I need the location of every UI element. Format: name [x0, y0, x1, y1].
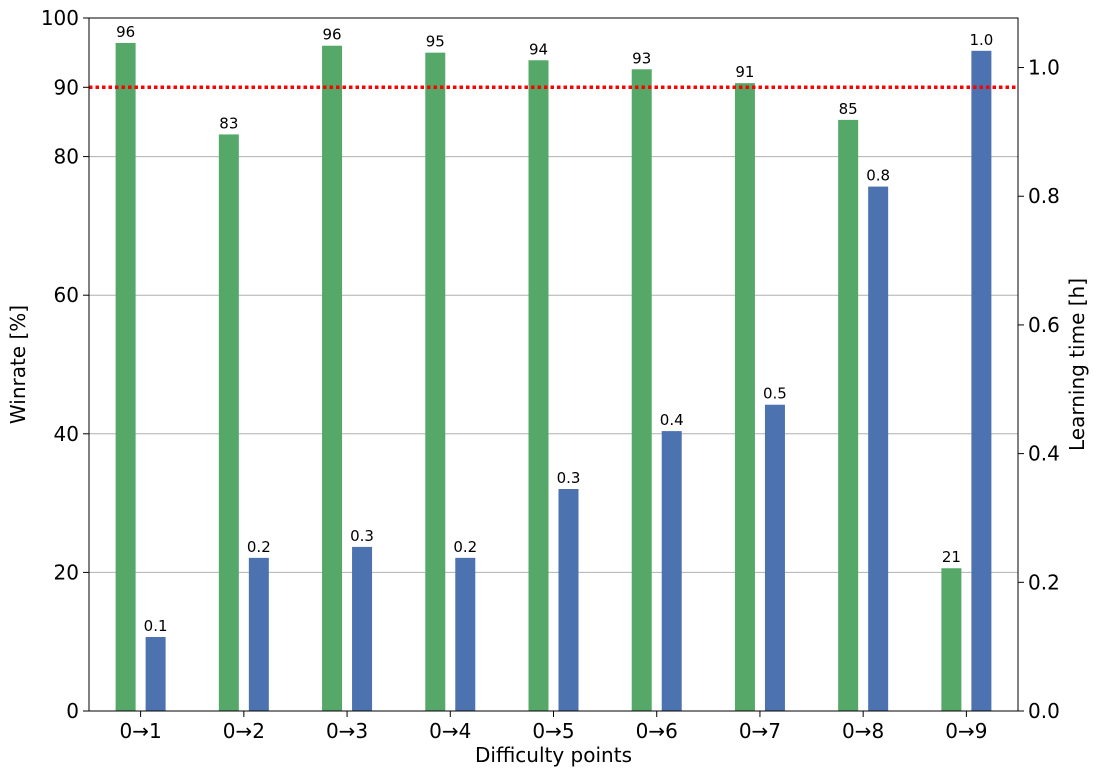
winrate-value-label: 85: [839, 100, 858, 118]
x-tick-label: 0→7: [739, 719, 781, 743]
learning-time-value-label: 0.3: [557, 469, 581, 487]
winrate-value-label: 91: [735, 63, 754, 81]
axes: 0 20 40 60 80 90 100 0.0 0.2 0.4 0.6 0.8 1.0 0→1 0→2 0→…: [41, 6, 1060, 743]
winrate-value-label: 94: [529, 40, 548, 58]
x-tick-label: 0→5: [532, 719, 574, 743]
winrate-bar: [631, 69, 652, 712]
left-y-tick-label: 80: [54, 145, 79, 169]
learning-time-value-label: 0.5: [763, 385, 787, 403]
x-tick-label: 0→8: [842, 719, 884, 743]
left-y-tick-label: 90: [54, 75, 79, 99]
x-tick-label: 0→9: [945, 719, 987, 743]
x-tick-label: 0→6: [636, 719, 678, 743]
learning-time-bar: [971, 50, 992, 711]
winrate-bar: [838, 119, 859, 712]
right-y-tick-label: 0.2: [1028, 570, 1060, 594]
winrate-bar: [218, 134, 239, 711]
winrate-bar: [322, 45, 343, 712]
x-tick-label: 0→4: [429, 719, 471, 743]
winrate-value-label: 96: [323, 26, 342, 44]
winrate-value-label: 95: [426, 33, 445, 51]
bar-value-labels: 96 0.1 83 0.2 96 0.3 95 0.2 94 0.3 93 0.4 91 0.5 85 0.8…: [116, 23, 993, 635]
learning-time-value-label: 0.4: [660, 411, 684, 429]
learning-time-value-label: 0.8: [866, 167, 890, 185]
right-y-tick-label: 0.8: [1028, 184, 1060, 208]
x-tick-label: 0→1: [120, 719, 162, 743]
right-y-axis-title: Learning time [h]: [1065, 278, 1089, 451]
left-y-tick-label: 60: [54, 283, 79, 307]
winrate-value-label: 21: [942, 548, 961, 566]
learning-time-value-label: 0.2: [247, 538, 271, 556]
winrate-value-label: 83: [219, 114, 238, 132]
learning-time-value-label: 0.3: [350, 527, 374, 545]
winrate-bar: [941, 568, 962, 711]
winrate-bar: [115, 42, 136, 711]
learning-time-bar: [248, 557, 269, 711]
left-y-tick-label: 40: [54, 422, 79, 446]
left-y-tick-label: 100: [41, 6, 79, 30]
right-y-tick-label: 0.0: [1028, 699, 1060, 723]
left-y-axis-title: Winrate [%]: [6, 305, 30, 424]
winrate-value-label: 93: [632, 49, 651, 67]
left-y-tick-label: 0: [66, 699, 79, 723]
grid-lines: [89, 156, 1018, 573]
learning-time-bar: [455, 557, 476, 711]
learning-time-value-label: 0.2: [453, 538, 477, 556]
right-y-tick-label: 0.6: [1028, 313, 1060, 337]
winrate-bar: [425, 52, 446, 711]
x-tick-label: 0→3: [326, 719, 368, 743]
x-axis-title: Difficulty points: [475, 743, 632, 767]
learning-time-bar: [145, 637, 166, 711]
learning-time-bar: [558, 489, 579, 711]
x-tick-label: 0→2: [223, 719, 265, 743]
left-y-tick-label: 20: [54, 560, 79, 584]
winrate-bar: [734, 83, 755, 712]
winrate-value-label: 96: [116, 23, 135, 41]
winrate-bar: [528, 60, 549, 711]
right-y-tick-label: 0.4: [1028, 442, 1060, 466]
learning-time-bar: [352, 546, 373, 711]
learning-time-value-label: 0.1: [144, 617, 168, 635]
learning-time-bar: [764, 404, 785, 711]
bars: [115, 42, 992, 712]
learning-time-bar: [868, 186, 889, 711]
right-y-tick-label: 1.0: [1028, 56, 1060, 80]
learning-time-value-label: 1.0: [969, 31, 993, 49]
learning-time-bar: [661, 431, 682, 711]
